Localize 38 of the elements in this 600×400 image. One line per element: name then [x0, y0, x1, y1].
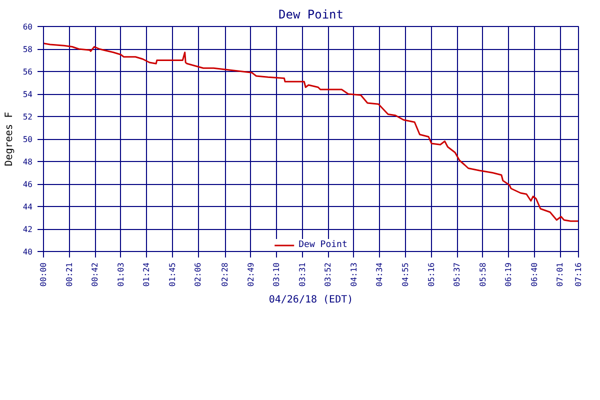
x-tick-label: 03:10	[272, 262, 282, 287]
x-tick-label: 05:16	[426, 262, 436, 287]
x-tick-label: 01:24	[142, 262, 152, 287]
x-tick-label: 03:52	[324, 262, 333, 287]
y-tick-label: 60	[22, 22, 33, 32]
x-tick-label: 01:03	[116, 262, 126, 287]
x-tick-label: 00:00	[39, 262, 48, 287]
x-tick-label: 02:49	[246, 262, 256, 287]
legend-label: Dew Point	[298, 239, 348, 251]
y-tick-label: 48	[22, 158, 33, 166]
x-tick-label: 06:19	[504, 262, 514, 287]
y-tick-label: 56	[22, 68, 33, 76]
y-tick-label: 42	[22, 225, 33, 234]
chart-title: Dew Point	[278, 8, 344, 22]
y-tick-label: 54	[22, 90, 33, 99]
x-axis-title: 04/26/18 (EDT)	[268, 294, 354, 306]
x-tick-label: 01:45	[168, 262, 177, 287]
x-tick-label: 04:13	[349, 262, 358, 287]
y-tick-label: 46	[22, 180, 33, 189]
x-tick-label: 06:40	[530, 262, 539, 287]
x-tick-label: 00:21	[64, 262, 74, 287]
x-tick-label: 05:58	[478, 262, 488, 287]
y-tick-label: 50	[22, 135, 33, 144]
x-tick-label: 02:28	[220, 262, 230, 287]
y-axis-title: Degrees F	[4, 112, 15, 166]
x-tick-label: 05:37	[452, 262, 462, 287]
x-tick-label: 04:55	[400, 262, 410, 287]
y-tick-label: 44	[22, 202, 33, 212]
y-tick-label: 40	[22, 248, 33, 256]
x-tick-label: 02:06	[194, 262, 203, 287]
x-tick-label: 00:42	[90, 262, 100, 287]
y-tick-label: 52	[22, 112, 33, 122]
x-tick-label: 07:01	[556, 262, 565, 287]
y-tick-label: 58	[22, 45, 33, 54]
x-tick-label: 03:31	[298, 262, 307, 287]
x-tick-label: 04:34	[375, 262, 384, 287]
line-series	[44, 42, 578, 222]
x-tick-label: 07:16	[574, 262, 583, 287]
